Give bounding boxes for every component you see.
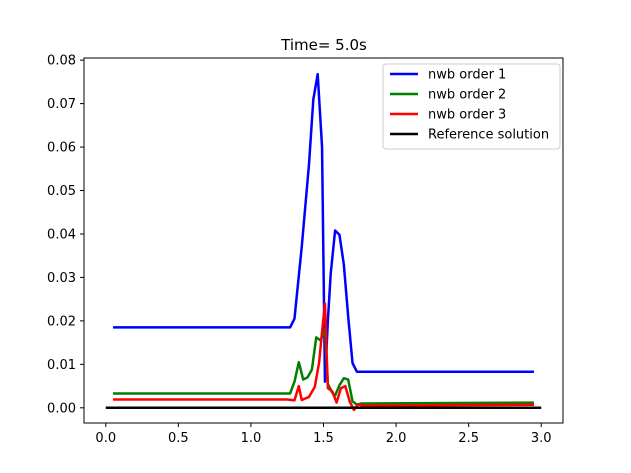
x-tick-label: 1.5	[313, 431, 334, 446]
y-tick-label: 0.00	[47, 401, 76, 416]
y-tick-label: 0.05	[47, 184, 76, 199]
y-tick-label: 0.07	[47, 97, 76, 112]
x-tick-label: 1.0	[241, 431, 262, 446]
legend: nwb order 1 nwb order 2 nwb order 3 Referen…	[382, 63, 561, 150]
x-tick-label: 2.5	[458, 431, 479, 446]
x-tick-label: 0.5	[168, 431, 189, 446]
x-tick-label: 2.0	[386, 431, 407, 446]
chart-title: Time= 5.0s	[280, 36, 367, 54]
x-axis: 0.0 0.5 1.0 1.5 2.0 2.5 3.0	[95, 423, 552, 446]
y-tick-label: 0.08	[47, 54, 76, 69]
legend-box	[382, 63, 561, 150]
y-tick-label: 0.01	[47, 358, 76, 373]
series-layer	[105, 72, 542, 412]
y-tick-label: 0.03	[47, 271, 76, 286]
y-axis: 0.00 0.01 0.02 0.03 0.04 0.05 0.06 0.07 0.08	[47, 54, 84, 416]
y-tick-label: 0.06	[47, 141, 76, 156]
y-tick-label: 0.04	[47, 227, 76, 242]
legend-label-4: Reference solution	[428, 128, 549, 143]
x-tick-label: 0.0	[95, 431, 116, 446]
legend-label-1: nwb order 1	[428, 68, 506, 83]
legend-label-3: nwb order 3	[428, 108, 506, 123]
y-tick-label: 0.02	[47, 314, 76, 329]
legend-label-2: nwb order 2	[428, 88, 506, 103]
x-tick-label: 3.0	[531, 431, 552, 446]
